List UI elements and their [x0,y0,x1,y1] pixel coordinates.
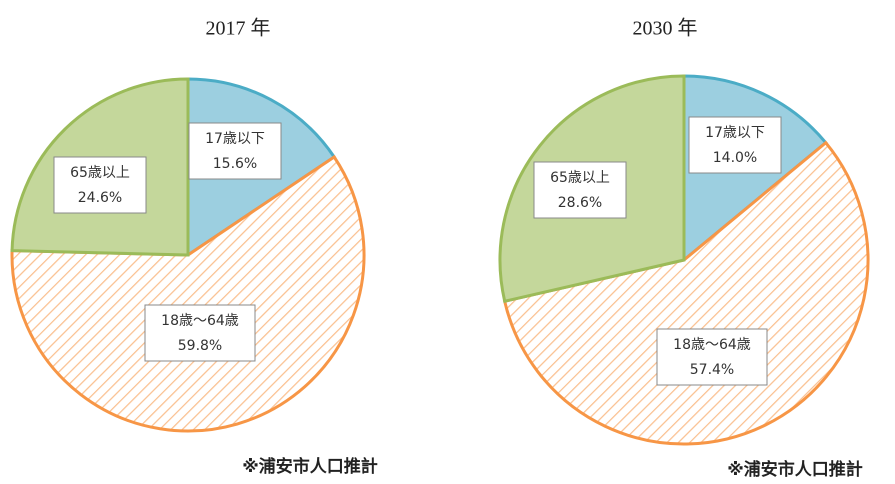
slice-value: 24.6% [78,190,122,206]
slice-value: 57.4% [690,362,734,378]
label-box [656,328,768,386]
slice-value: 59.8% [178,338,222,354]
slice-value: 14.0% [713,150,757,166]
slice-value: 28.6% [558,195,602,211]
slice-category: 65歳以上 [550,170,610,186]
label-box [188,122,282,180]
slice-category: 17歳以下 [705,125,765,141]
slice-category: 18歳～64歳 [673,337,751,353]
slice-category: 17歳以下 [205,131,265,147]
chart-title: 2030 年 [633,17,698,40]
slice-value: 15.6% [213,156,257,172]
pie-slice [502,140,870,446]
slice-category: 18歳～64歳 [161,313,239,329]
chart-title: 2017 年 [206,17,271,40]
source-note: ※浦安市人口推計 [727,459,863,480]
pie-slice [10,154,366,433]
slice-category: 65歳以上 [70,165,130,181]
label-box [688,116,782,174]
label-box [53,156,147,214]
label-box [144,304,256,362]
label-box [533,161,627,219]
source-note: ※浦安市人口推計 [242,456,378,477]
